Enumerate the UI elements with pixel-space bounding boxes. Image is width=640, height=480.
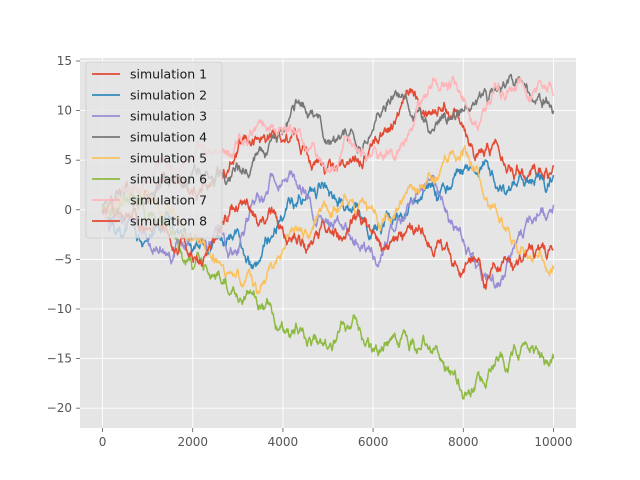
y-tick-label: 5 bbox=[64, 153, 72, 167]
series-line-6 bbox=[101, 192, 555, 400]
legend-box bbox=[85, 61, 223, 239]
x-tick-label: 4000 bbox=[268, 435, 299, 449]
axis-ticks: 0 2000 4000 6000 8000 10000 15 10 5 0 −5 −10 −15 −20 bbox=[47, 54, 573, 449]
legend-label: simulation 7 bbox=[130, 193, 207, 208]
y-tick-label: 15 bbox=[57, 54, 72, 68]
x-tick-label: 8000 bbox=[448, 435, 479, 449]
legend-label: simulation 1 bbox=[130, 67, 207, 82]
legend-label: simulation 6 bbox=[130, 172, 207, 187]
legend-label: simulation 2 bbox=[130, 88, 207, 103]
x-tick-label: 0 bbox=[99, 435, 107, 449]
legend-label: simulation 5 bbox=[130, 151, 207, 166]
y-tick-label: −15 bbox=[47, 352, 72, 366]
y-tick-label: 0 bbox=[64, 203, 72, 217]
x-tick-label: 2000 bbox=[177, 435, 208, 449]
y-tick-label: 10 bbox=[57, 104, 72, 118]
y-tick-label: −10 bbox=[47, 302, 72, 316]
legend-label: simulation 3 bbox=[130, 109, 207, 124]
y-tick-label: −5 bbox=[54, 252, 72, 266]
y-tick-label: −20 bbox=[47, 401, 72, 415]
legend: simulation 1 simulation 2 simulation 3 simu… bbox=[85, 61, 223, 239]
x-tick-label: 6000 bbox=[358, 435, 389, 449]
x-tick-label: 10000 bbox=[534, 435, 572, 449]
legend-label: simulation 8 bbox=[130, 214, 207, 229]
series-line-8 bbox=[101, 195, 554, 290]
legend-label: simulation 4 bbox=[130, 130, 207, 145]
